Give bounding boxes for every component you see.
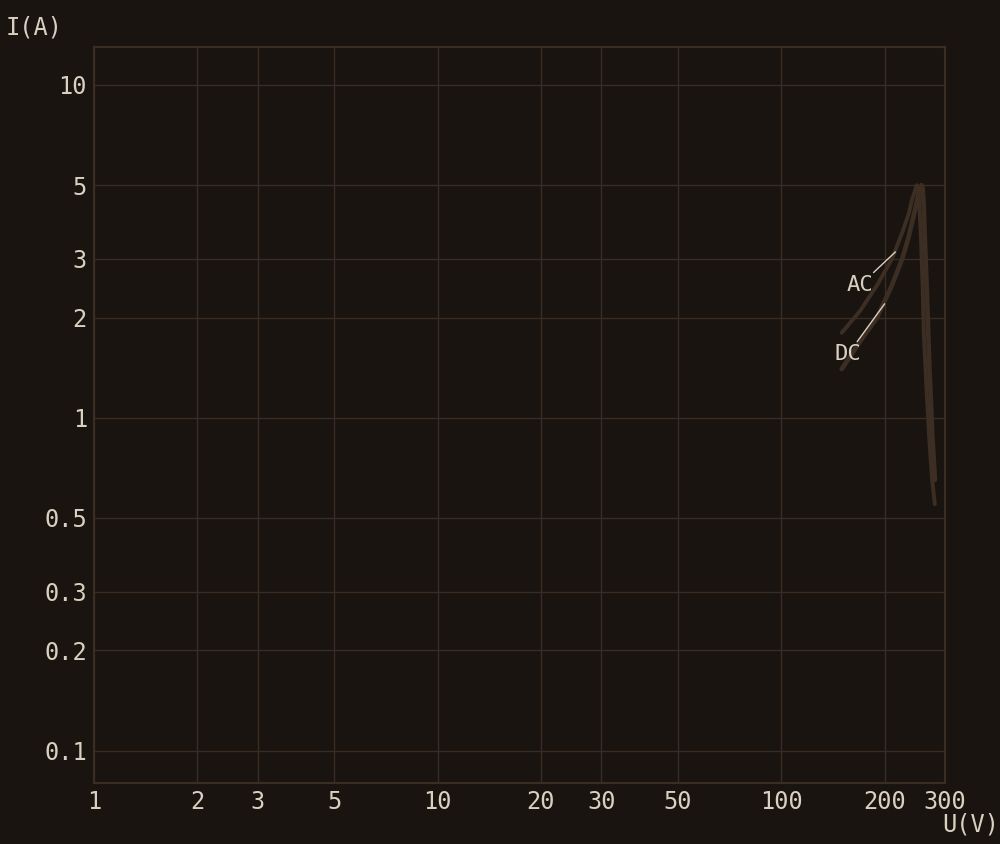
X-axis label: U(V): U(V) [942,812,999,836]
Text: DC: DC [835,304,885,365]
Text: AC: AC [847,252,895,295]
Y-axis label: I(A): I(A) [6,16,63,40]
